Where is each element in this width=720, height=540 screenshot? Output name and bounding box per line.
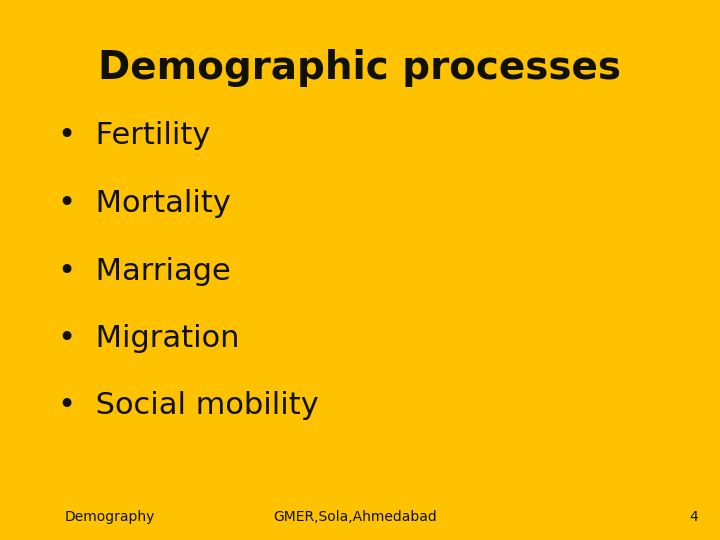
- Text: Demographic processes: Demographic processes: [99, 49, 621, 86]
- Text: •  Fertility: • Fertility: [58, 122, 210, 151]
- Text: GMER,Sola,Ahmedabad: GMER,Sola,Ahmedabad: [274, 510, 437, 524]
- Text: 4: 4: [690, 510, 698, 524]
- Text: •  Social mobility: • Social mobility: [58, 392, 318, 421]
- Text: •  Marriage: • Marriage: [58, 256, 230, 286]
- Text: Demography: Demography: [65, 510, 156, 524]
- Text: •  Mortality: • Mortality: [58, 189, 230, 218]
- Text: •  Migration: • Migration: [58, 324, 239, 353]
